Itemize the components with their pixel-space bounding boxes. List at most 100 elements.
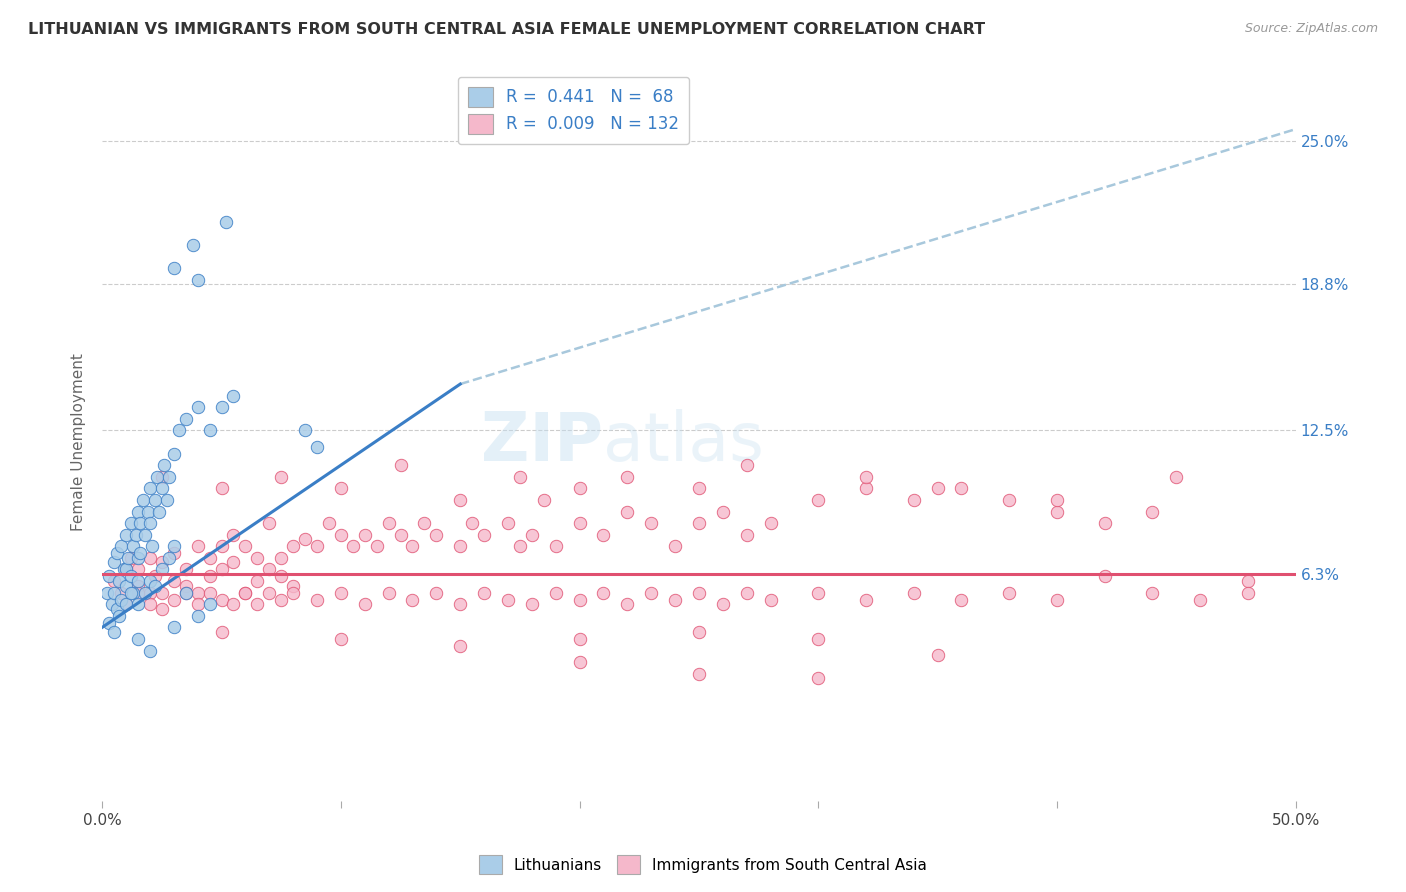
Point bbox=[143, 569, 166, 583]
Point bbox=[449, 492, 471, 507]
Point bbox=[110, 592, 132, 607]
Point bbox=[1046, 592, 1069, 607]
Point bbox=[222, 597, 245, 611]
Point bbox=[640, 516, 662, 530]
Point bbox=[735, 527, 758, 541]
Point bbox=[568, 481, 591, 495]
Point bbox=[211, 539, 233, 553]
Point bbox=[139, 574, 162, 588]
Point bbox=[688, 625, 710, 640]
Point bbox=[509, 539, 531, 553]
Point bbox=[110, 585, 132, 599]
Text: LITHUANIAN VS IMMIGRANTS FROM SOUTH CENTRAL ASIA FEMALE UNEMPLOYMENT CORRELATION: LITHUANIAN VS IMMIGRANTS FROM SOUTH CENT… bbox=[28, 22, 986, 37]
Point bbox=[117, 550, 139, 565]
Point bbox=[187, 401, 209, 415]
Point bbox=[807, 492, 830, 507]
Point bbox=[139, 516, 162, 530]
Point bbox=[1166, 469, 1188, 483]
Point bbox=[187, 597, 209, 611]
Point bbox=[283, 579, 305, 593]
Point bbox=[640, 585, 662, 599]
Point bbox=[270, 469, 292, 483]
Point bbox=[235, 539, 257, 553]
Point bbox=[855, 481, 877, 495]
Point bbox=[950, 592, 973, 607]
Point bbox=[807, 585, 830, 599]
Point bbox=[115, 562, 138, 576]
Point bbox=[903, 585, 925, 599]
Point bbox=[132, 492, 155, 507]
Point bbox=[198, 550, 221, 565]
Point bbox=[246, 574, 269, 588]
Point bbox=[270, 592, 292, 607]
Point bbox=[616, 504, 638, 518]
Point bbox=[115, 579, 138, 593]
Point bbox=[592, 585, 614, 599]
Point bbox=[520, 597, 543, 611]
Point bbox=[98, 569, 121, 583]
Point bbox=[150, 602, 173, 616]
Point bbox=[157, 550, 180, 565]
Point bbox=[927, 648, 949, 662]
Point bbox=[150, 469, 173, 483]
Point bbox=[903, 492, 925, 507]
Point bbox=[150, 481, 173, 495]
Point bbox=[305, 440, 328, 454]
Point bbox=[120, 569, 142, 583]
Point bbox=[122, 539, 145, 553]
Point bbox=[222, 389, 245, 403]
Point bbox=[735, 585, 758, 599]
Point bbox=[1046, 504, 1069, 518]
Point bbox=[270, 569, 292, 583]
Point bbox=[211, 625, 233, 640]
Point bbox=[120, 550, 142, 565]
Point bbox=[329, 585, 352, 599]
Text: atlas: atlas bbox=[603, 409, 765, 475]
Point bbox=[115, 597, 138, 611]
Point bbox=[568, 516, 591, 530]
Point bbox=[198, 569, 221, 583]
Point bbox=[342, 539, 364, 553]
Point bbox=[568, 632, 591, 646]
Point bbox=[259, 585, 281, 599]
Point bbox=[568, 592, 591, 607]
Point bbox=[211, 592, 233, 607]
Point bbox=[174, 412, 197, 426]
Point bbox=[148, 504, 170, 518]
Point bbox=[616, 469, 638, 483]
Point bbox=[163, 620, 186, 634]
Point bbox=[98, 615, 121, 630]
Point bbox=[616, 597, 638, 611]
Point bbox=[115, 597, 138, 611]
Point bbox=[112, 562, 135, 576]
Point bbox=[127, 632, 149, 646]
Point bbox=[401, 539, 423, 553]
Point bbox=[96, 585, 118, 599]
Point bbox=[329, 527, 352, 541]
Point bbox=[1142, 585, 1164, 599]
Point bbox=[1189, 592, 1212, 607]
Point bbox=[187, 539, 209, 553]
Point bbox=[807, 632, 830, 646]
Point bbox=[294, 533, 316, 547]
Point bbox=[664, 592, 686, 607]
Legend: Lithuanians, Immigrants from South Central Asia: Lithuanians, Immigrants from South Centr… bbox=[472, 849, 934, 880]
Point bbox=[259, 562, 281, 576]
Point bbox=[318, 516, 340, 530]
Point bbox=[143, 492, 166, 507]
Point bbox=[187, 608, 209, 623]
Point bbox=[449, 639, 471, 653]
Point bbox=[198, 585, 221, 599]
Point bbox=[270, 550, 292, 565]
Point bbox=[998, 585, 1021, 599]
Point bbox=[127, 585, 149, 599]
Point bbox=[103, 574, 125, 588]
Y-axis label: Female Unemployment: Female Unemployment bbox=[72, 353, 86, 531]
Point bbox=[353, 527, 375, 541]
Point bbox=[259, 516, 281, 530]
Point bbox=[855, 592, 877, 607]
Point bbox=[143, 579, 166, 593]
Point bbox=[122, 585, 145, 599]
Point bbox=[496, 592, 519, 607]
Point bbox=[127, 579, 149, 593]
